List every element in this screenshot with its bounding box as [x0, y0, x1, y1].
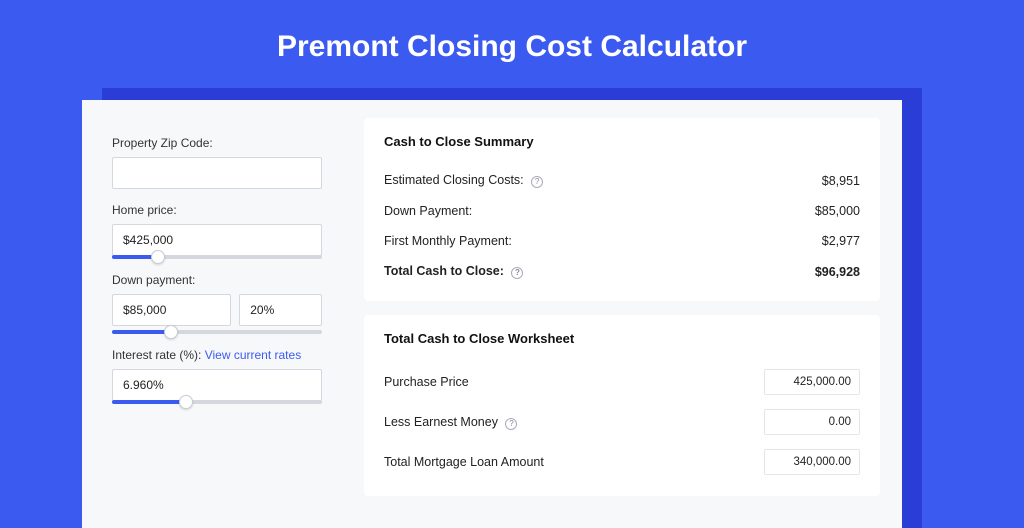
summary-row-value: $96,928 [815, 265, 860, 279]
summary-row: Estimated Closing Costs: ? $8,951 [384, 165, 860, 196]
home-price-slider[interactable] [112, 255, 322, 259]
help-icon[interactable]: ? [511, 267, 523, 279]
worksheet-row-label-text: Less Earnest Money [384, 415, 498, 429]
summary-row-value: $85,000 [815, 204, 860, 218]
home-price-slider-thumb[interactable] [151, 250, 165, 264]
interest-slider-fill [112, 400, 186, 404]
down-payment-pct-input[interactable] [239, 294, 322, 326]
card-shadow: Property Zip Code: Home price: Down paym… [102, 88, 922, 528]
results-column: Cash to Close Summary Estimated Closing … [354, 100, 902, 528]
worksheet-row: Purchase Price [384, 362, 860, 402]
worksheet-value-input[interactable] [764, 449, 860, 475]
summary-row: First Monthly Payment: $2,977 [384, 226, 860, 256]
home-price-slider-wrap [112, 224, 322, 259]
interest-slider-wrap [112, 369, 322, 404]
inputs-column: Property Zip Code: Home price: Down paym… [82, 100, 340, 528]
worksheet-row: Total Mortgage Loan Amount [384, 442, 860, 482]
summary-row-label: First Monthly Payment: [384, 234, 512, 248]
interest-label-text: Interest rate (%): [112, 348, 205, 362]
summary-panel: Cash to Close Summary Estimated Closing … [364, 118, 880, 301]
help-icon[interactable]: ? [505, 418, 517, 430]
worksheet-row-label: Less Earnest Money ? [384, 415, 517, 430]
zip-field: Property Zip Code: [112, 136, 322, 189]
home-price-input[interactable] [112, 224, 322, 256]
page-title: Premont Closing Cost Calculator [0, 0, 1024, 88]
worksheet-value-input[interactable] [764, 409, 860, 435]
down-payment-field: Down payment: [112, 273, 322, 334]
down-payment-slider-wrap [112, 330, 322, 334]
summary-row-label: Total Cash to Close: ? [384, 264, 523, 279]
worksheet-row-label: Total Mortgage Loan Amount [384, 455, 544, 469]
down-payment-slider[interactable] [112, 330, 322, 334]
interest-field: Interest rate (%): View current rates [112, 348, 322, 404]
worksheet-value-input[interactable] [764, 369, 860, 395]
calculator-card: Property Zip Code: Home price: Down paym… [82, 100, 902, 528]
down-payment-slider-thumb[interactable] [164, 325, 178, 339]
summary-row-label-text: Estimated Closing Costs: [384, 173, 524, 187]
summary-title: Cash to Close Summary [384, 134, 860, 149]
summary-row-label: Estimated Closing Costs: ? [384, 173, 543, 188]
zip-label: Property Zip Code: [112, 136, 322, 150]
summary-row-value: $8,951 [822, 174, 860, 188]
home-price-field: Home price: [112, 203, 322, 259]
summary-row-total: Total Cash to Close: ? $96,928 [384, 256, 860, 287]
interest-slider-thumb[interactable] [179, 395, 193, 409]
summary-row-label: Down Payment: [384, 204, 472, 218]
interest-label: Interest rate (%): View current rates [112, 348, 322, 362]
worksheet-row-label: Purchase Price [384, 375, 469, 389]
down-payment-input[interactable] [112, 294, 231, 326]
summary-row-value: $2,977 [822, 234, 860, 248]
down-payment-slider-fill [112, 330, 171, 334]
help-icon[interactable]: ? [531, 176, 543, 188]
worksheet-title: Total Cash to Close Worksheet [384, 331, 860, 346]
interest-input[interactable] [112, 369, 322, 401]
view-rates-link[interactable]: View current rates [205, 348, 302, 362]
interest-slider[interactable] [112, 400, 322, 404]
zip-input[interactable] [112, 157, 322, 189]
summary-row-label-text: Total Cash to Close: [384, 264, 504, 278]
summary-row: Down Payment: $85,000 [384, 196, 860, 226]
worksheet-panel: Total Cash to Close Worksheet Purchase P… [364, 315, 880, 496]
down-payment-label: Down payment: [112, 273, 322, 287]
worksheet-row: Less Earnest Money ? [384, 402, 860, 442]
home-price-label: Home price: [112, 203, 322, 217]
